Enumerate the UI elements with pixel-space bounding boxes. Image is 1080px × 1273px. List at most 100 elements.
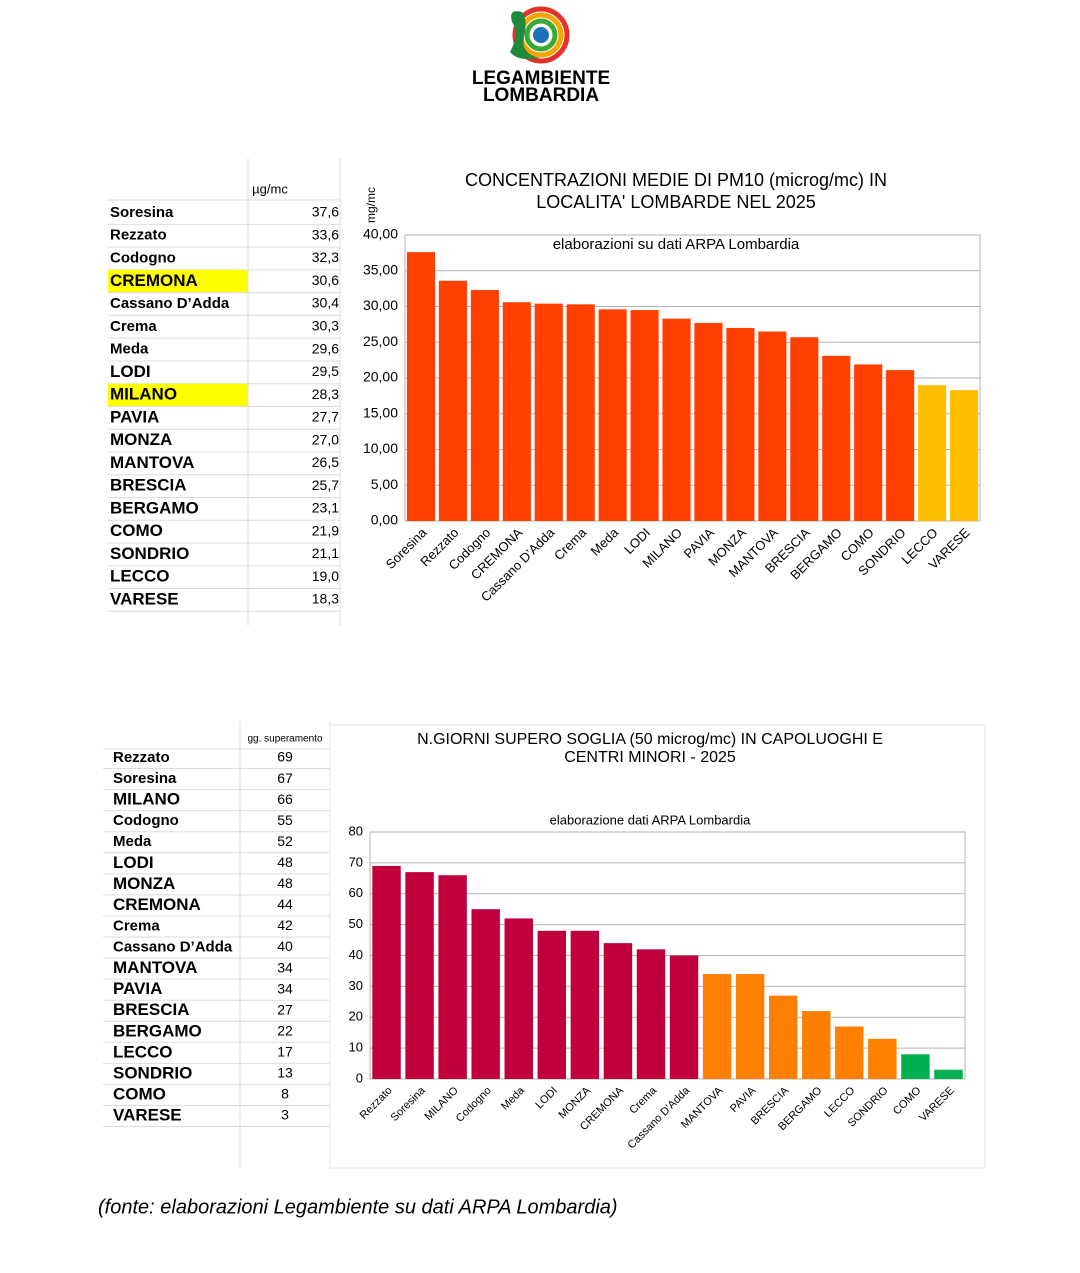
y-tick-label: 0,00	[371, 512, 398, 528]
logo-text: LEGAMBIENTE	[472, 68, 610, 89]
y-tick-label: 60	[349, 885, 363, 900]
row-value: 40	[277, 938, 293, 954]
row-name: Rezzato	[113, 749, 170, 766]
row-name: Cassano D’Adda	[110, 295, 230, 312]
bar	[534, 303, 563, 521]
bar	[537, 930, 567, 1079]
row-name: Codogno	[110, 249, 176, 266]
bar	[502, 302, 531, 521]
bar	[918, 385, 947, 521]
row-name: BERGAMO	[110, 498, 199, 517]
row-value: 23,1	[312, 500, 339, 516]
row-name: MILANO	[110, 385, 177, 404]
y-tick-label: 80	[349, 823, 363, 838]
x-tick-label: Codogno	[454, 1085, 494, 1125]
y-tick-label: 20,00	[363, 369, 398, 385]
bar	[504, 918, 533, 1079]
row-value: 3	[281, 1107, 289, 1123]
bar	[854, 364, 883, 521]
row-value: 29,5	[312, 363, 339, 379]
row-value: 48	[277, 854, 293, 870]
bar	[570, 930, 600, 1079]
row-name: VARESE	[113, 1106, 182, 1125]
bar	[868, 1038, 897, 1079]
bar	[735, 974, 765, 1079]
bar	[438, 875, 467, 1079]
y-tick-label: 30	[349, 978, 363, 993]
bar	[694, 322, 723, 521]
x-tick-label: Crema	[551, 524, 590, 563]
row-value: 30,3	[312, 318, 339, 334]
row-name: CREMONA	[113, 895, 201, 914]
row-name: Soresina	[113, 770, 177, 787]
row-name: Crema	[113, 917, 160, 934]
row-value: 44	[277, 896, 293, 912]
row-value: 34	[277, 959, 293, 975]
bar	[669, 955, 699, 1079]
bar	[822, 355, 851, 521]
x-tick-label: PAVIA	[728, 1084, 759, 1115]
bar	[405, 872, 434, 1079]
bar	[758, 331, 787, 521]
row-value: 25,7	[312, 477, 339, 493]
bar	[886, 370, 915, 521]
row-value: 67	[277, 770, 293, 786]
row-name: Codogno	[113, 812, 179, 829]
row-name: LECCO	[113, 1042, 173, 1061]
bar	[702, 974, 732, 1079]
x-tick-label: Meda	[588, 524, 622, 558]
chart-title: CENTRI MINORI - 2025	[564, 749, 736, 766]
row-name: Meda	[113, 833, 152, 850]
bar	[901, 1054, 930, 1079]
bar	[726, 327, 755, 521]
y-tick-label: 10	[349, 1040, 363, 1055]
x-tick-label: Meda	[499, 1084, 528, 1113]
chart-title: N.GIORNI SUPERO SOGLIA (50 microg/mc) IN…	[417, 731, 883, 748]
bar	[835, 1026, 864, 1079]
bar	[636, 949, 666, 1079]
row-name: COMO	[110, 521, 163, 540]
row-highlight	[108, 383, 248, 407]
bar	[802, 1011, 831, 1079]
row-value: 66	[277, 791, 293, 807]
row-value: 27,0	[312, 431, 339, 447]
chart-subtitle: elaborazioni su dati ARPA Lombardia	[553, 236, 800, 253]
row-value: 34	[277, 980, 293, 996]
bar	[934, 1069, 963, 1079]
bar	[406, 252, 436, 521]
logo: LEGAMBIENTE LOMBARDIA	[472, 6, 610, 106]
row-value: 8	[281, 1086, 289, 1102]
row-name: MILANO	[113, 790, 180, 809]
row-value: 22	[277, 1022, 293, 1038]
row-value: 55	[277, 812, 293, 828]
y-tick-label: 35,00	[363, 261, 398, 277]
logo-arc	[533, 27, 549, 43]
row-name: PAVIA	[110, 407, 159, 426]
row-value: 48	[277, 875, 293, 891]
row-value: 28,3	[312, 386, 339, 402]
row-value: 29,6	[312, 340, 339, 356]
row-name: LODI	[113, 853, 154, 872]
row-name: BERGAMO	[113, 1021, 202, 1040]
y-tick-label: 0	[356, 1070, 363, 1085]
y-tick-label: 20	[349, 1009, 363, 1024]
row-value: 26,5	[312, 454, 339, 470]
x-tick-label: COMO	[891, 1084, 924, 1117]
y-tick-label: 70	[349, 854, 363, 869]
bar	[470, 290, 499, 521]
y-tick-label: 25,00	[363, 333, 398, 349]
logo-arc	[512, 6, 570, 64]
x-tick-label: VARESE	[917, 1085, 956, 1124]
chart-frame	[329, 724, 986, 1169]
logo-swan	[510, 11, 540, 60]
bar	[603, 943, 633, 1079]
y-axis-label: mg/mc	[364, 187, 378, 223]
row-value: 32,3	[312, 249, 339, 265]
row-name: Cassano D’Adda	[113, 939, 233, 956]
y-tick-label: 30,00	[363, 297, 398, 313]
bar	[790, 337, 819, 521]
bar	[471, 909, 500, 1079]
row-name: Meda	[110, 341, 149, 358]
row-name: MONZA	[110, 430, 172, 449]
